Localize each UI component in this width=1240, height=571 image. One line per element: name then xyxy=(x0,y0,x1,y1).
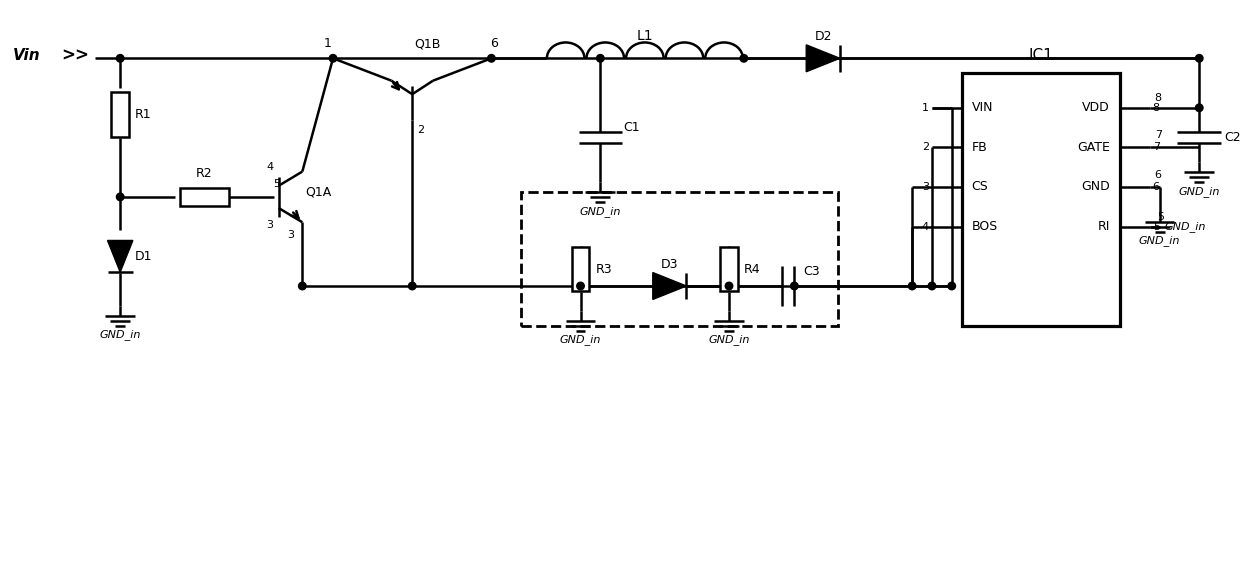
Circle shape xyxy=(725,282,733,289)
Text: R1: R1 xyxy=(135,108,151,121)
Circle shape xyxy=(1195,104,1203,111)
Text: D2: D2 xyxy=(815,30,832,43)
Polygon shape xyxy=(108,240,133,272)
Bar xyxy=(962,73,1120,325)
Text: 7: 7 xyxy=(1153,142,1159,152)
Text: C1: C1 xyxy=(622,121,640,134)
Text: R4: R4 xyxy=(744,263,760,276)
Text: 5: 5 xyxy=(1158,212,1164,222)
Circle shape xyxy=(330,55,337,62)
Circle shape xyxy=(929,282,936,289)
Text: GATE: GATE xyxy=(1078,141,1110,154)
Circle shape xyxy=(577,282,584,289)
Text: 4: 4 xyxy=(921,222,929,232)
Text: 3: 3 xyxy=(288,230,294,240)
Circle shape xyxy=(117,55,124,62)
Text: CS: CS xyxy=(972,180,988,194)
Text: FB: FB xyxy=(972,141,987,154)
Text: Q1A: Q1A xyxy=(305,186,331,199)
Text: GND_in: GND_in xyxy=(1164,221,1207,232)
Text: GND_in: GND_in xyxy=(708,335,750,345)
Text: R3: R3 xyxy=(595,263,613,276)
Text: 4: 4 xyxy=(267,162,274,172)
Text: 2: 2 xyxy=(417,125,424,135)
Text: 3: 3 xyxy=(267,220,274,230)
Circle shape xyxy=(791,282,799,289)
Text: GND_in: GND_in xyxy=(99,329,141,340)
Text: 6: 6 xyxy=(1154,170,1162,180)
Text: GND_in: GND_in xyxy=(559,335,601,345)
Bar xyxy=(112,93,129,137)
Text: 1: 1 xyxy=(324,37,332,50)
Text: 3: 3 xyxy=(923,182,929,192)
Text: RI: RI xyxy=(1097,220,1110,233)
Text: BOS: BOS xyxy=(972,220,998,233)
Text: R2: R2 xyxy=(196,167,212,180)
Circle shape xyxy=(949,282,956,289)
Polygon shape xyxy=(652,272,687,299)
Text: >>: >> xyxy=(61,46,89,65)
Text: GND_in: GND_in xyxy=(579,206,621,217)
Bar xyxy=(720,247,738,291)
Text: Q1B: Q1B xyxy=(414,37,440,50)
Bar xyxy=(521,192,838,325)
Text: 5: 5 xyxy=(273,179,280,189)
Bar xyxy=(572,247,589,291)
Circle shape xyxy=(1195,55,1203,62)
Text: Vin: Vin xyxy=(14,48,41,63)
Text: C3: C3 xyxy=(804,264,820,278)
Polygon shape xyxy=(806,45,839,72)
Text: L1: L1 xyxy=(636,30,653,43)
Text: GND_in: GND_in xyxy=(1178,186,1220,197)
Text: VIN: VIN xyxy=(972,101,993,114)
Circle shape xyxy=(740,55,748,62)
Text: 8: 8 xyxy=(1153,103,1159,113)
Text: 1: 1 xyxy=(923,103,929,113)
Text: 5: 5 xyxy=(1153,222,1159,232)
Text: 2: 2 xyxy=(921,142,929,152)
Text: 6: 6 xyxy=(491,37,498,50)
Text: GND: GND xyxy=(1081,180,1110,194)
Text: C2: C2 xyxy=(1224,131,1240,144)
Text: 7: 7 xyxy=(1154,130,1162,140)
Text: D3: D3 xyxy=(661,258,678,271)
Circle shape xyxy=(117,193,124,200)
Circle shape xyxy=(487,55,495,62)
Text: IC1: IC1 xyxy=(1028,49,1053,63)
Text: 8: 8 xyxy=(1154,93,1162,103)
Text: GND_in: GND_in xyxy=(1140,235,1180,247)
Bar xyxy=(180,188,229,206)
Circle shape xyxy=(596,55,604,62)
Circle shape xyxy=(408,282,415,289)
Text: D1: D1 xyxy=(135,250,153,263)
Circle shape xyxy=(909,282,916,289)
Circle shape xyxy=(299,282,306,289)
Text: 6: 6 xyxy=(1153,182,1159,192)
Text: VDD: VDD xyxy=(1083,101,1110,114)
